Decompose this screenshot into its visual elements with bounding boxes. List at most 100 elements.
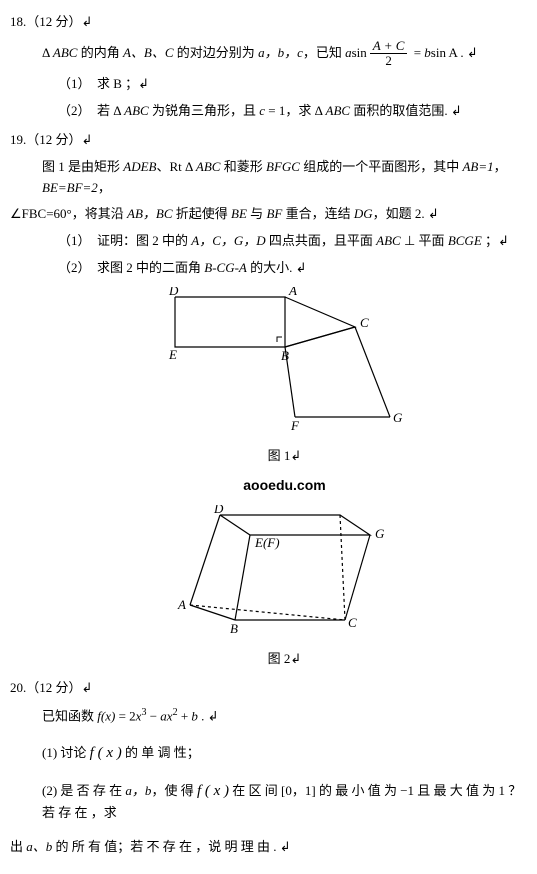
text: 的 单 调 性； bbox=[122, 745, 200, 760]
text: 出 bbox=[10, 839, 26, 854]
figure-1: D A C E B F G 图 1↲ bbox=[42, 287, 527, 467]
adeb: ADEB bbox=[123, 159, 156, 174]
fx: f(x) bbox=[97, 708, 115, 723]
ab: a、b bbox=[26, 839, 52, 854]
p18-statement: Δ ABC 的内角 A、B、C 的对边分别为 a，b，c，已知 asinA + … bbox=[42, 39, 527, 69]
pt-G: G bbox=[393, 410, 403, 425]
bf: BF bbox=[266, 206, 282, 221]
text: 的 所 有 值；若 不 存 在 ，说 明 理 由 . ↲ bbox=[52, 839, 290, 854]
figure-2: D G E(F) A B C 图 2↲ bbox=[42, 505, 527, 670]
abc: ABC bbox=[53, 45, 78, 60]
text: （2） 求图 2 中的二面角 bbox=[58, 260, 204, 275]
ang: B-CG-A bbox=[204, 260, 247, 275]
frac-den: 2 bbox=[370, 54, 408, 68]
watermark-text: aooedu.com bbox=[243, 477, 325, 493]
abc: ABC bbox=[124, 103, 149, 118]
p19-q2: （2） 求图 2 中的二面角 B-CG-A 的大小. ↲ bbox=[42, 258, 527, 279]
p18-body: Δ ABC 的内角 A、B、C 的对边分别为 a，b，c，已知 asinA + … bbox=[10, 39, 527, 122]
sin: sin bbox=[352, 45, 367, 60]
p20-body: 已知函数 f(x) = 2x3 − ax2 + b . ↲ (1) 讨论 f (… bbox=[10, 705, 527, 859]
bfgc: BFGC bbox=[266, 159, 300, 174]
text: ， bbox=[494, 159, 507, 174]
pt-A: A bbox=[177, 597, 186, 612]
abc: ABC bbox=[376, 233, 401, 248]
text: ，如题 2. ↲ bbox=[373, 206, 439, 221]
ab: a，b bbox=[125, 783, 151, 798]
pt-G: G bbox=[375, 526, 385, 541]
pt-F: F bbox=[290, 418, 300, 433]
fraction: A + C2 bbox=[370, 39, 408, 69]
bcge: BCGE bbox=[448, 233, 485, 248]
pt-B: B bbox=[230, 621, 238, 636]
text: = 2 bbox=[115, 708, 135, 723]
text: 的内角 bbox=[77, 45, 123, 60]
abbc: AB，BC bbox=[127, 206, 173, 221]
text: 面积的取值范围. ↲ bbox=[350, 103, 462, 118]
ab1: AB=1 bbox=[462, 159, 493, 174]
eq: = bbox=[410, 45, 424, 60]
text: 重合，连结 bbox=[282, 206, 354, 221]
text: 已知函数 bbox=[42, 708, 97, 723]
text: 折起使得 bbox=[173, 206, 232, 221]
fx: f ( x ) bbox=[90, 745, 122, 761]
p18-header: 18.（12 分）↲ bbox=[10, 12, 527, 33]
text: = 1，求 Δ bbox=[265, 103, 325, 118]
pt-C: C bbox=[348, 615, 357, 630]
p19-q1: （1） 证明：图 2 中的 A，C，G，D 四点共面，且平面 ABC ⊥ 平面 … bbox=[42, 231, 527, 252]
pt-C: C bbox=[360, 315, 369, 330]
pt-D: D bbox=[168, 287, 179, 298]
p20-q2-cont: 出 a、b 的 所 有 值；若 不 存 在 ，说 明 理 由 . ↲ bbox=[10, 837, 527, 858]
text: . ↲ bbox=[198, 708, 219, 723]
text: (2) 是 否 存 在 bbox=[42, 783, 125, 798]
p19-header: 19.（12 分）↲ bbox=[10, 130, 527, 151]
text: 与 bbox=[247, 206, 267, 221]
text: 和菱形 bbox=[220, 159, 266, 174]
text: 为锐角三角形，且 bbox=[149, 103, 260, 118]
bebf: BE=BF=2 bbox=[42, 180, 98, 195]
text: 组成的一个平面图形，其中 bbox=[300, 159, 463, 174]
p18-q2: （2） 若 Δ ABC 为锐角三角形，且 c = 1，求 Δ ABC 面积的取值… bbox=[42, 101, 527, 122]
fig2-svg: D G E(F) A B C bbox=[170, 505, 400, 640]
fig1-svg: D A C E B F G bbox=[155, 287, 415, 437]
text: . ↲ bbox=[457, 45, 478, 60]
text: Δ bbox=[42, 45, 53, 60]
abc: ABC bbox=[326, 103, 351, 118]
text: ， bbox=[98, 180, 111, 195]
text: ⊥ 平面 bbox=[401, 233, 448, 248]
text: ∠FBC=60°，将其沿 bbox=[10, 206, 127, 221]
text: + bbox=[178, 708, 192, 723]
p19-body: 图 1 是由矩形 ADEB、Rt Δ ABC 和菱形 BFGC 组成的一个平面图… bbox=[10, 157, 527, 670]
text: (1) 讨论 bbox=[42, 745, 90, 760]
pt-B: B bbox=[281, 348, 289, 363]
text: 的大小. ↲ bbox=[247, 260, 307, 275]
p20-q2: (2) 是 否 存 在 a，b，使 得 f ( x ) 在 区 间 [0，1] … bbox=[42, 779, 527, 824]
text: ，使 得 bbox=[151, 783, 197, 798]
abc: ABC bbox=[196, 159, 221, 174]
p20-q1: (1) 讨论 f ( x ) 的 单 调 性； bbox=[42, 741, 527, 765]
sinA: sin A bbox=[431, 45, 457, 60]
text: 图 1 是由矩形 bbox=[42, 159, 123, 174]
text: （2） 若 Δ bbox=[58, 103, 124, 118]
p19-line2: ∠FBC=60°，将其沿 AB，BC 折起使得 BE 与 BF 重合，连结 DG… bbox=[10, 204, 527, 225]
pt-A: A bbox=[288, 287, 297, 298]
text: 、Rt Δ bbox=[156, 159, 195, 174]
frac-num: A + C bbox=[370, 39, 408, 54]
fig1-caption: 图 1↲ bbox=[42, 446, 527, 467]
fx: f ( x ) bbox=[197, 783, 229, 799]
p19-line1: 图 1 是由矩形 ADEB、Rt Δ ABC 和菱形 BFGC 组成的一个平面图… bbox=[42, 157, 527, 199]
text: ，已知 bbox=[303, 45, 345, 60]
be: BE bbox=[231, 206, 247, 221]
p18-q1: （1） 求 B ；↲ bbox=[42, 74, 527, 95]
pts: A，C，G，D bbox=[191, 233, 265, 248]
watermark: aooedu.com bbox=[42, 474, 527, 497]
pt-EF: E(F) bbox=[254, 535, 280, 550]
fig2-caption: 图 2↲ bbox=[42, 649, 527, 670]
dg: DG bbox=[354, 206, 373, 221]
p20-header: 20.（12 分）↲ bbox=[10, 678, 527, 699]
p20-statement: 已知函数 f(x) = 2x3 − ax2 + b . ↲ bbox=[42, 705, 527, 727]
angles: A、B、C bbox=[123, 45, 174, 60]
pt-E: E bbox=[168, 347, 177, 362]
text: 四点共面，且平面 bbox=[266, 233, 377, 248]
text: 的对边分别为 bbox=[174, 45, 259, 60]
text: ；↲ bbox=[485, 233, 509, 248]
